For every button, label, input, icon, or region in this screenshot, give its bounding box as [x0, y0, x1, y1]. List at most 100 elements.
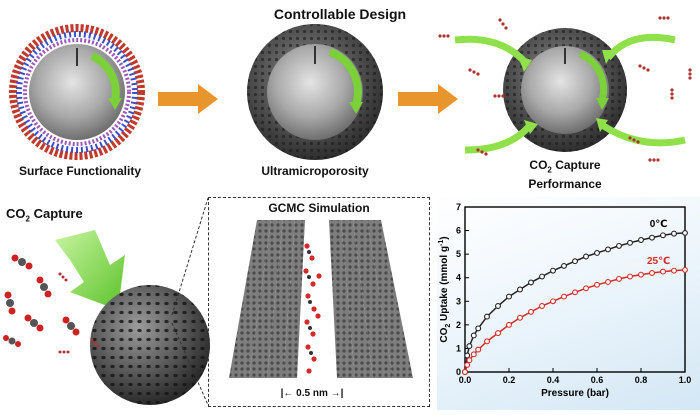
sphere-capture-performance	[438, 16, 692, 162]
series-1-point	[495, 330, 501, 337]
co2-capture-label: CO2 Capture	[6, 206, 83, 224]
series-1-point	[550, 298, 556, 305]
x-tick-label: 0.2	[503, 375, 516, 385]
pore-width-value: 0.5 nm	[296, 388, 328, 399]
series-label-0: 0℃	[650, 219, 668, 230]
series-0-point	[682, 229, 688, 236]
series-0-point	[605, 246, 611, 253]
series-1-point	[475, 346, 482, 353]
series-1-point	[528, 308, 534, 315]
gcmc-sheets	[229, 220, 413, 378]
y-tick-label: 5	[456, 249, 461, 259]
co2-molecules	[3, 254, 100, 354]
y-tick-label: 7	[456, 202, 461, 212]
series-label-1: 25℃	[647, 256, 670, 267]
zoom-lines	[171, 197, 209, 406]
y-tick-label: 2	[456, 320, 461, 330]
series-0-point	[616, 242, 622, 249]
x-tick-label: 0.6	[591, 375, 604, 385]
series-0-point	[638, 237, 644, 243]
series-0-point	[528, 279, 534, 286]
series-0-point	[517, 286, 523, 293]
series-1-point	[660, 268, 666, 275]
y-tick-label: 0	[456, 367, 461, 377]
co2-capture-sub: 2	[25, 214, 30, 224]
capture-perf-line2: Performance	[528, 177, 602, 192]
series-0-point	[583, 253, 589, 260]
capture-illustration	[3, 230, 210, 405]
series-0-point	[649, 234, 655, 241]
y-axis-label: CO2 Uptake (mmol g-1)	[438, 236, 452, 342]
pore-width-right-arrow: →|	[330, 388, 344, 399]
x-tick-label: 1.0	[679, 375, 692, 385]
series-1-point	[484, 338, 490, 345]
sphere-surface-functionality	[9, 24, 145, 160]
sphere-ultramicroporosity	[247, 24, 383, 160]
x-tick-label: 0.4	[547, 375, 560, 385]
y-tick-label: 6	[456, 226, 461, 236]
chart-panel: 0.0 0.2 0.4 0.6 0.8 1.0 0 1 2 3 4 5 6 7 Pressure (bar)…	[437, 197, 700, 410]
green-capture-arrow	[55, 230, 125, 310]
gcmc-title: GCMC Simulation	[268, 201, 370, 215]
capture-perf-co: CO	[529, 158, 548, 172]
capture-perf-sub: 2	[547, 165, 552, 175]
series-1-point	[638, 271, 644, 278]
series-0-point	[671, 230, 677, 237]
series-0-point	[466, 343, 473, 350]
series-0-point	[572, 258, 578, 265]
series-1-point	[682, 266, 688, 273]
co2-capture-main: CO	[6, 206, 26, 221]
capture-perf-rest: Capture	[555, 158, 601, 172]
series-1-point	[594, 281, 600, 288]
series-0-point	[660, 232, 666, 239]
series-0-point	[506, 293, 512, 300]
label-ultramicroporosity: Ultramicroporosity	[261, 164, 369, 178]
series-0-point	[594, 250, 600, 256]
series-1-point	[466, 357, 473, 364]
pore-width-marker: |← 0.5 nm →|	[257, 388, 367, 399]
orange-arrow-2	[398, 84, 458, 114]
series-1-point	[605, 279, 611, 285]
series-1-point	[583, 285, 589, 292]
series-1-point	[671, 267, 677, 274]
series-1-point	[506, 321, 512, 328]
series-1-point	[462, 369, 468, 375]
series-0-point	[464, 352, 471, 359]
series-0-point	[470, 332, 477, 339]
plot-frame	[464, 206, 686, 373]
series-0-point	[475, 325, 482, 332]
series-0-point	[550, 267, 556, 274]
series-line-0	[464, 232, 686, 373]
series-line-1	[464, 269, 686, 373]
co2-capture-rest: Capture	[33, 206, 83, 221]
y-tick-label: 1	[456, 343, 461, 353]
series-1-point	[627, 273, 633, 280]
uptake-chart: 0.0 0.2 0.4 0.6 0.8 1.0 0 1 2 3 4 5 6 7 Pressure (bar)…	[438, 202, 692, 399]
series-0-point	[627, 239, 633, 246]
series-1-point	[470, 351, 477, 358]
series-1-point	[561, 293, 567, 300]
x-tick-label: 0.0	[459, 375, 472, 385]
series-0-point	[561, 262, 567, 269]
series-1-point	[572, 289, 578, 296]
series-1-point	[539, 303, 545, 309]
gcmc-panel: GCMC Simulation |←	[208, 197, 430, 407]
series-0-point	[495, 303, 501, 309]
series-1-point	[464, 361, 471, 368]
series-1-point	[649, 270, 655, 276]
label-surface-functionality: Surface Functionality	[18, 164, 142, 178]
orange-arrow-1	[158, 84, 218, 114]
series-0-point	[484, 313, 490, 320]
series-1-point	[616, 275, 622, 282]
y-tick-label: 3	[456, 296, 461, 306]
pore-width-left-arrow: |←	[280, 388, 294, 399]
porous-sphere	[90, 285, 210, 405]
x-axis-label: Pressure (bar)	[541, 388, 609, 399]
series-1-point	[517, 314, 523, 321]
x-tick-label: 0.8	[635, 375, 648, 385]
page-title: Controllable Design	[273, 6, 407, 22]
y-tick-label: 4	[456, 273, 461, 283]
top-illustration	[9, 16, 692, 162]
label-capture-performance: CO2 Capture Performance	[500, 158, 630, 191]
series-0-point	[539, 273, 545, 280]
